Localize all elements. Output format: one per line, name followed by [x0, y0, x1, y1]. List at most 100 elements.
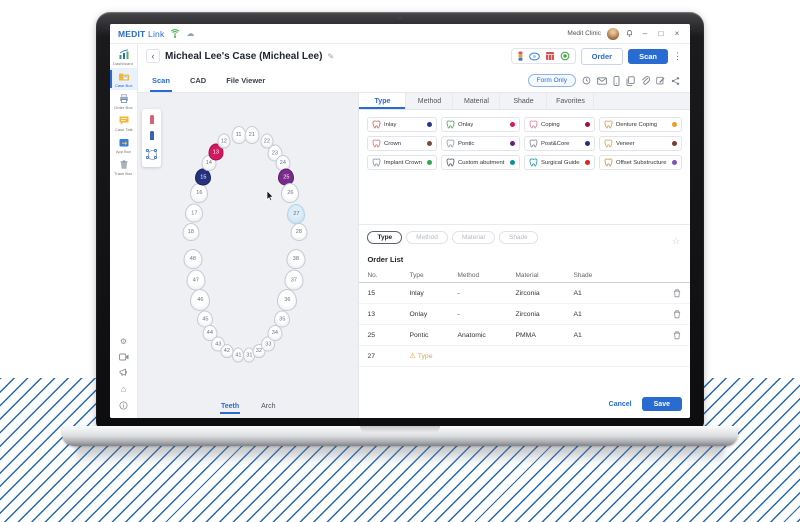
sidebar: Dashboard Case Box Order Box Case Talk	[110, 44, 138, 418]
tab-main[interactable]: Scan	[150, 72, 172, 92]
mobile-icon[interactable]	[613, 75, 620, 86]
tooth[interactable]: 21	[244, 126, 260, 144]
tooth[interactable]: 48	[183, 249, 203, 269]
edit-title-icon[interactable]: ✎	[327, 51, 335, 61]
type-option[interactable]: Inlay	[367, 117, 438, 132]
sidebar-item-order-box[interactable]: Order Box	[110, 90, 137, 112]
scan-button[interactable]: Scan	[628, 48, 668, 64]
order-column-label: Method	[457, 271, 480, 279]
tab-main[interactable]: File Viewer	[226, 76, 266, 85]
laptop-shadow	[76, 446, 724, 466]
sidebar-item-case-talk[interactable]: Case Talk	[110, 112, 137, 134]
save-button[interactable]: Save	[641, 397, 682, 411]
tooth[interactable]: 36	[277, 289, 297, 311]
type-option[interactable]: Offset Substructure	[598, 155, 682, 170]
order-row[interactable]: 25 Pontic ⚠ Anatomic PMMA A1	[359, 325, 690, 346]
type-option[interactable]: Crown	[367, 136, 438, 151]
order-button[interactable]: Order	[580, 47, 624, 65]
step-pill[interactable]: Method	[406, 231, 448, 244]
minimize-button[interactable]: –	[642, 29, 648, 38]
cancel-button[interactable]: Cancel	[608, 400, 632, 408]
tooth[interactable]: 26	[281, 183, 299, 203]
tooth-type-icon	[604, 120, 613, 129]
scan-preview-icon[interactable]	[528, 52, 540, 61]
tooth[interactable]: 12	[217, 133, 231, 149]
order-row[interactable]: 13 Onlay ⚠ - Zirconia A1	[359, 304, 690, 325]
tooth[interactable]: 22	[260, 133, 274, 149]
restoration-tab[interactable]: Shade	[500, 93, 548, 109]
settings-icon[interactable]: ⚙	[119, 337, 128, 346]
tooth[interactable]: 46	[190, 289, 210, 311]
tooth[interactable]: 13	[208, 143, 224, 161]
type-option[interactable]: Implant Crown	[367, 155, 438, 170]
cloud-icon[interactable]: ☁	[186, 29, 195, 38]
tooth[interactable]: 16	[190, 183, 208, 203]
type-option[interactable]: Veneer	[598, 136, 682, 151]
step-pill[interactable]: Type	[367, 231, 403, 244]
type-option[interactable]: Custom abutment	[441, 155, 521, 170]
sidebar-item-case-box[interactable]: Case Box	[110, 68, 137, 90]
type-option[interactable]: Onlay	[441, 117, 521, 132]
sidebar-item-app-box[interactable]: App Box	[110, 134, 137, 156]
order-row[interactable]: 15 Inlay ⚠ - Zirconia A1	[359, 283, 690, 304]
delete-row-icon[interactable]	[672, 288, 682, 298]
restoration-tab[interactable]: Method	[406, 93, 454, 109]
tooth[interactable]: 28	[290, 223, 308, 241]
store-icon[interactable]: ⌂	[120, 384, 127, 394]
delete-row-icon[interactable]	[672, 309, 682, 319]
more-menu-icon[interactable]: ⋮	[673, 50, 682, 61]
back-button[interactable]: ‹	[146, 49, 160, 63]
occlusion-scan-icon[interactable]	[146, 149, 157, 161]
video-icon[interactable]	[118, 353, 129, 361]
history-icon[interactable]	[582, 76, 591, 85]
share-icon[interactable]	[671, 76, 680, 86]
tooth[interactable]: 35	[274, 310, 290, 328]
memo-icon[interactable]	[656, 76, 665, 85]
chart-view-tab[interactable]: Teeth	[219, 401, 241, 414]
type-option[interactable]: Coping	[524, 117, 595, 132]
tooth[interactable]: 15	[195, 168, 211, 186]
type-option[interactable]: Surgical Guide	[524, 155, 595, 170]
tooth[interactable]: 18	[182, 223, 200, 241]
maximize-button[interactable]: □	[658, 29, 664, 38]
shade-guide-icon[interactable]	[517, 51, 524, 61]
tooth[interactable]: 47	[186, 269, 206, 291]
feedback-icon[interactable]	[119, 368, 129, 377]
attach-icon[interactable]	[641, 75, 650, 86]
chart-view-tab[interactable]: Arch	[261, 403, 276, 410]
restoration-tab[interactable]: Favorites	[547, 93, 595, 109]
order-row[interactable]: 27 ⚠ Type	[359, 346, 690, 367]
sidebar-item-dashboard[interactable]: Dashboard	[110, 46, 137, 68]
step-pill[interactable]: Shade	[498, 231, 538, 244]
type-option[interactable]: Denture Coping	[598, 117, 682, 132]
app-window: MEDIT Link ☁ Medit Clinic – □ × Da	[110, 24, 690, 418]
restoration-tab[interactable]: Material	[453, 93, 501, 109]
maxilla-scan-icon[interactable]	[149, 114, 154, 124]
bell-icon[interactable]	[625, 29, 634, 38]
tooth[interactable]: 34	[267, 325, 283, 341]
favorite-star-icon[interactable]: ☆	[671, 236, 680, 246]
info-icon[interactable]	[119, 401, 128, 410]
order-grid-icon[interactable]	[545, 51, 555, 61]
sidebar-item-trash-box[interactable]: Trash Box	[110, 156, 137, 178]
type-color-dot	[584, 122, 590, 127]
type-option[interactable]: Post&Core	[524, 136, 595, 151]
tooth[interactable]: 37	[284, 269, 304, 291]
status-dot-icon[interactable]	[560, 51, 570, 61]
step-pill[interactable]: Material	[451, 231, 495, 244]
tooth-type-icon	[372, 158, 381, 167]
mandible-scan-icon[interactable]	[149, 130, 154, 140]
tooth[interactable]: 17	[185, 203, 203, 223]
close-button[interactable]: ×	[674, 29, 680, 38]
type-option[interactable]: Pontic	[441, 136, 521, 151]
tooth[interactable]: 38	[286, 249, 306, 269]
type-color-dot	[510, 160, 516, 165]
restoration-tab[interactable]: Type	[359, 93, 407, 109]
copy-icon[interactable]	[626, 75, 635, 86]
delete-row-icon[interactable]	[672, 330, 682, 340]
tooth[interactable]: 27	[287, 204, 305, 224]
tab-main[interactable]: CAD	[189, 76, 207, 85]
avatar[interactable]	[607, 27, 619, 40]
mail-icon[interactable]	[597, 76, 607, 85]
